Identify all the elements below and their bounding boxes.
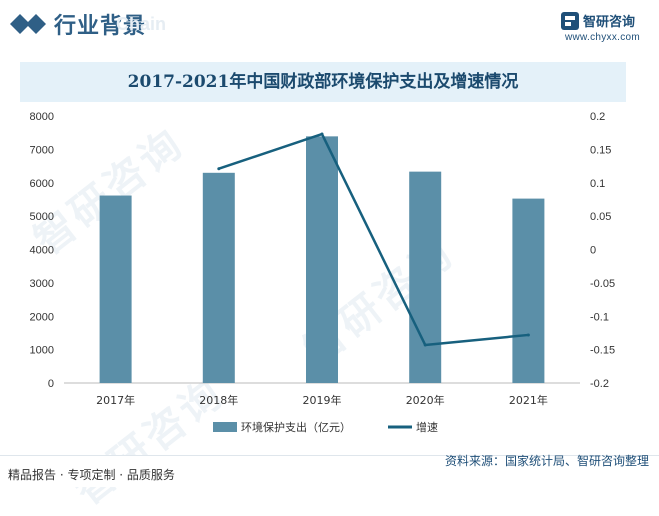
y-left-tick-label: 0 — [48, 378, 54, 390]
data-source: 资料来源：国家统计局、智研咨询整理 — [444, 454, 649, 468]
growth-point — [320, 132, 324, 136]
chart: 0 1000 2000 3000 4000 5000 6000 7000 8000 -0.2 -0.… — [30, 111, 616, 434]
x-tick-label: 2020年 — [406, 393, 445, 407]
legend-bar-label: 环境保护支出（亿元） — [241, 420, 351, 434]
brand-logo-icon — [561, 12, 579, 30]
y-right-tick-label: -0.1 — [590, 311, 609, 323]
legend-bar-swatch — [213, 422, 237, 432]
y-left-tick-label: 8000 — [30, 111, 54, 123]
legend-line-label: 增速 — [416, 420, 438, 434]
y-left-tick-label: 4000 — [30, 245, 54, 257]
y-right-tick-label: 0 — [590, 245, 596, 257]
brand-url: www.chyxx.com — [565, 32, 641, 43]
footer: 精品报告 · 专项定制 · 品质服务 — [0, 455, 659, 487]
bar — [409, 171, 442, 383]
brand-name: 智研咨询 — [583, 15, 636, 30]
x-tick-label: 2018年 — [199, 393, 238, 407]
footer-tagline: 精品报告 · 专项定制 · 品质服务 — [8, 468, 175, 482]
bar — [512, 198, 545, 383]
y-left-tick-label: 3000 — [30, 278, 54, 290]
y-right-tick-label: 0.2 — [590, 111, 605, 123]
y-right-tick-label: 0.15 — [590, 144, 611, 156]
growth-point — [217, 167, 221, 171]
bar — [306, 136, 338, 383]
chart-title: 2017-2021年中国财政部环境保护支出及增速情况 — [127, 72, 519, 92]
header: 行业背景 Chain — [0, 0, 659, 52]
bar — [99, 195, 132, 383]
brand: 智研咨询 www.chyxx.com — [561, 10, 647, 48]
y-left-tick-label: 1000 — [30, 345, 54, 357]
y-left-tick-label: 7000 — [30, 144, 54, 156]
x-tick-label: 2019年 — [303, 393, 342, 407]
y-left-tick-label: 5000 — [30, 211, 54, 223]
y-right-tick-label: -0.05 — [590, 278, 615, 290]
y-right-tick-label: 0.1 — [590, 178, 605, 190]
x-tick-label: 2021年 — [509, 393, 548, 407]
y-right-tick-label: 0.05 — [590, 211, 611, 223]
chart-title-band: 2017-2021年中国财政部环境保护支出及增速情况 — [20, 62, 626, 102]
bar — [202, 172, 235, 383]
y-left-tick-label: 6000 — [30, 178, 54, 190]
y-right-tick-label: -0.2 — [590, 378, 609, 390]
ghost-text: Chain — [116, 14, 167, 34]
growth-point — [423, 343, 427, 347]
growth-line — [218, 132, 529, 347]
y-right-tick-label: -0.15 — [590, 345, 615, 357]
section-title: 行业背景 — [54, 14, 147, 39]
growth-point — [526, 333, 530, 337]
y-left-tick-label: 2000 — [30, 311, 54, 323]
x-tick-label: 2017年 — [96, 393, 135, 407]
chevron-double-icon — [10, 14, 46, 34]
